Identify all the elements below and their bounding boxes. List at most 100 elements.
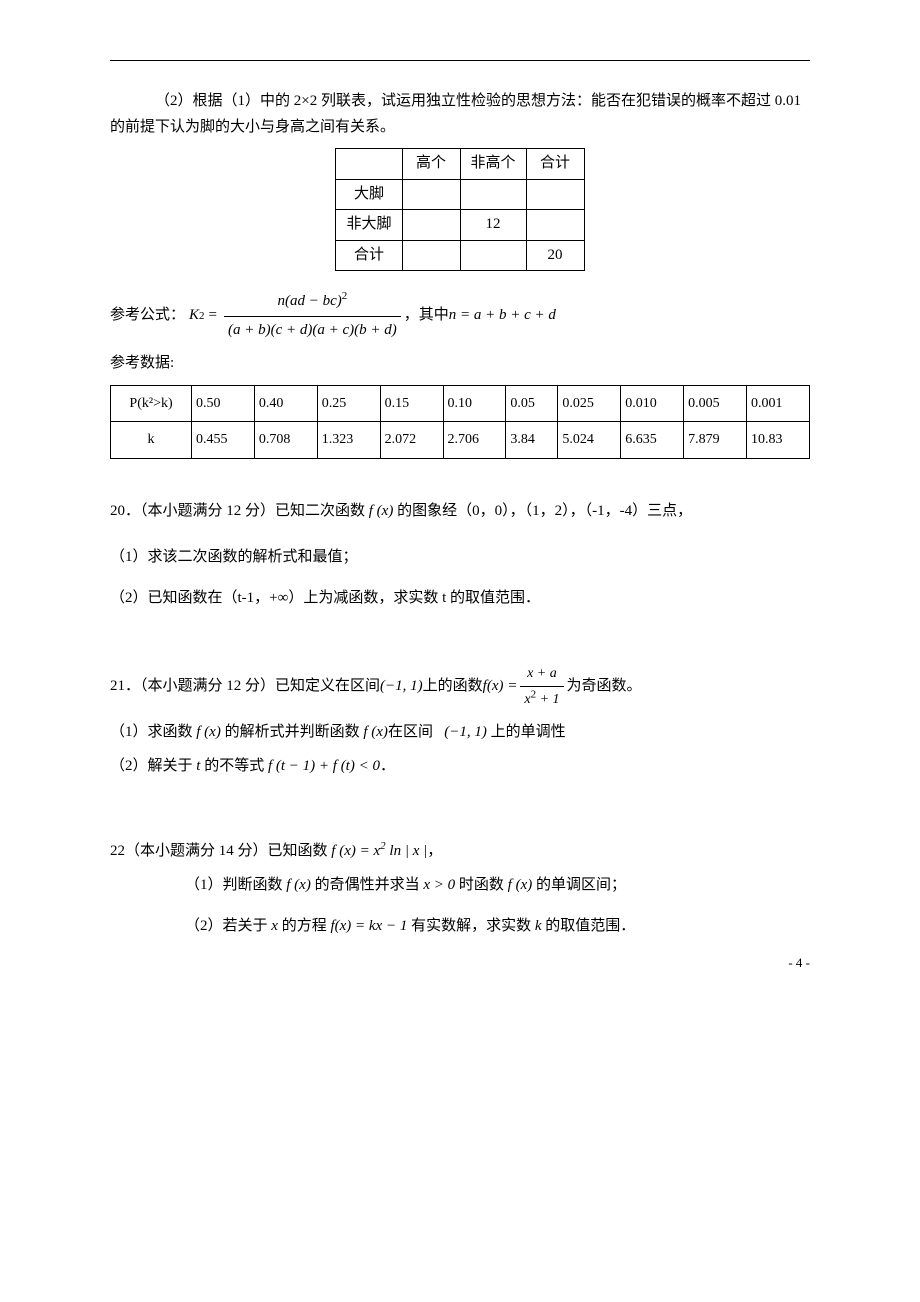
q21-interval: (−1, 1) — [380, 674, 423, 700]
cell: 20 — [526, 240, 584, 271]
cell: 0.25 — [317, 385, 380, 422]
q22-p2-x: x — [271, 918, 278, 934]
q21-p1-mid: 的解析式并判断函数 — [221, 724, 364, 740]
q22-fx-eq: f (x) = x2 ln | x | — [331, 843, 427, 859]
q21-title-post: 为奇函数。 — [567, 674, 642, 700]
q21-frac-num: x + a — [523, 662, 561, 687]
cell: 0.15 — [380, 385, 443, 422]
cell — [402, 179, 460, 210]
q21-fx-def: f(x) = x + a x2 + 1 — [483, 662, 567, 713]
q21-title-mid: 上的函数 — [423, 674, 483, 700]
q22-p2-pre: （2）若关于 — [185, 918, 271, 934]
table-row: k 0.455 0.708 1.323 2.072 2.706 3.84 5.0… — [111, 422, 810, 459]
q20-part2: （2）已知函数在（t-1，+∞）上为减函数，求实数 t 的取值范围． — [110, 586, 810, 612]
cell: 非大脚 — [336, 210, 402, 241]
q22-part1: （1）判断函数 f (x) 的奇偶性并求当 x > 0 时函数 f (x) 的单… — [110, 873, 810, 899]
cell: 12 — [460, 210, 526, 241]
q21-p2-ineq: f (t − 1) + f (t) < 0 — [268, 758, 380, 774]
cell: P(k²>k) — [111, 385, 192, 422]
table-row: P(k²>k) 0.50 0.40 0.25 0.15 0.10 0.05 0.… — [111, 385, 810, 422]
formula-label: 参考公式： — [110, 303, 185, 329]
q21-p2-mid: 的不等式 — [200, 758, 268, 774]
cell: 1.323 — [317, 422, 380, 459]
q20-title-post: 的图象经（0，0），（1，2），（-1，-4）三点， — [393, 503, 692, 519]
q22-block: 22（本小题满分 14 分）已知函数 f (x) = x2 ln | x |， … — [110, 839, 810, 940]
q19-part2-text: （2）根据（1）中的 2×2 列联表，试运用独立性检验的思想方法：能否在犯错误的… — [110, 89, 810, 140]
q22-p2-k: k — [535, 918, 542, 934]
ref-data-label: 参考数据: — [110, 351, 810, 377]
q22-p1-fx2: f (x) — [508, 877, 533, 893]
cell — [526, 179, 584, 210]
q22-p1-fx: f (x) — [286, 877, 311, 893]
q20-part1: （1）求该二次函数的解析式和最值； — [110, 545, 810, 571]
cell: 大脚 — [336, 179, 402, 210]
top-rule — [110, 60, 810, 61]
q20-title-pre: 20．（本小题满分 12 分）已知二次函数 — [110, 503, 369, 519]
cell: 7.879 — [684, 422, 747, 459]
q22-p2-eq: f(x) = kx − 1 — [330, 918, 407, 934]
table-row: 高个 非高个 合计 — [336, 149, 584, 180]
q21-p2-post: ． — [380, 758, 395, 774]
cell: 0.455 — [192, 422, 255, 459]
formula-num-exp: 2 — [342, 290, 348, 302]
cell: 10.83 — [747, 422, 810, 459]
q21-part1: （1）求函数 f (x) 的解析式并判断函数 f (x)在区间 (−1, 1) … — [110, 720, 810, 746]
q21-title: 21．（本小题满分 12 分）已知定义在区间 (−1, 1) 上的函数 f(x)… — [110, 662, 810, 713]
formula-tail-pre: ，其中 — [404, 303, 449, 329]
cell — [460, 179, 526, 210]
q19-contingency-table: 高个 非高个 合计 大脚 非大脚 12 合计 20 — [335, 148, 584, 271]
q21-frac-den-post: + 1 — [536, 692, 559, 707]
cell: 5.024 — [558, 422, 621, 459]
q22-title: 22（本小题满分 14 分）已知函数 f (x) = x2 ln | x |， — [110, 839, 810, 865]
q21-p1-zai: 在区间 — [388, 724, 433, 740]
cell — [336, 149, 402, 180]
k2-formula: K2 = n(ad − bc)2 (a + b)(c + d)(a + c)(b… — [189, 289, 404, 343]
cell: 合计 — [526, 149, 584, 180]
formula-tail-eq: n = a + b + c + d — [449, 303, 556, 329]
cell — [526, 210, 584, 241]
page-number: - 4 - — [788, 952, 810, 974]
cell: 0.05 — [506, 385, 558, 422]
q20-block: 20．（本小题满分 12 分）已知二次函数 f (x) 的图象经（0，0），（1… — [110, 499, 810, 612]
q20-title: 20．（本小题满分 12 分）已知二次函数 f (x) 的图象经（0，0），（1… — [110, 499, 810, 525]
cell: 0.40 — [254, 385, 317, 422]
cell: 高个 — [402, 149, 460, 180]
q22-p2-mid2: 有实数解，求实数 — [407, 918, 535, 934]
cell: 0.025 — [558, 385, 621, 422]
cell: 0.708 — [254, 422, 317, 459]
q22-part2: （2）若关于 x 的方程 f(x) = kx − 1 有实数解，求实数 k 的取… — [110, 914, 810, 940]
q21-p1-fx2: f (x) — [363, 724, 388, 740]
q21-p1-interval: (−1, 1) — [444, 724, 487, 740]
q21-p1-fx: f (x) — [196, 724, 221, 740]
q21-fraction: x + a x2 + 1 — [520, 662, 563, 713]
reference-data-table: P(k²>k) 0.50 0.40 0.25 0.15 0.10 0.05 0.… — [110, 385, 810, 460]
q20-fx: f (x) — [369, 503, 394, 519]
cell: 0.50 — [192, 385, 255, 422]
cell: 0.005 — [684, 385, 747, 422]
q21-p1-post: 上的单调性 — [487, 724, 566, 740]
cell: 0.010 — [621, 385, 684, 422]
q21-fx-eq-pre: f(x) = — [483, 674, 518, 700]
cell: k — [111, 422, 192, 459]
k2-formula-row: 参考公式： K2 = n(ad − bc)2 (a + b)(c + d)(a … — [110, 289, 810, 343]
q22-p1-mid2: 时函数 — [455, 877, 508, 893]
q21-part2: （2）解关于 t 的不等式 f (t − 1) + f (t) < 0． — [110, 754, 810, 780]
cell — [402, 210, 460, 241]
q22-p1-cond: x > 0 — [423, 877, 455, 893]
table-row: 合计 20 — [336, 240, 584, 271]
table-row: 非大脚 12 — [336, 210, 584, 241]
q22-title-pre: 22（本小题满分 14 分）已知函数 — [110, 843, 331, 859]
formula-den: (a + b)(c + d)(a + c)(b + d) — [224, 316, 401, 344]
q22-p1-mid: 的奇偶性并求当 — [311, 877, 424, 893]
q22-p1-post: 的单调区间； — [532, 877, 626, 893]
formula-lhs: K — [189, 303, 199, 329]
q22-p2-mid: 的方程 — [278, 918, 331, 934]
q21-p2-pre: （2）解关于 — [110, 758, 196, 774]
q19-part2-content: （2）根据（1）中的 2×2 列联表，试运用独立性检验的思想方法：能否在犯错误的… — [110, 93, 801, 135]
cell — [460, 240, 526, 271]
cell: 3.84 — [506, 422, 558, 459]
q22-p1-pre: （1）判断函数 — [185, 877, 286, 893]
formula-num: n(ad − bc) — [277, 293, 341, 309]
q19-block: （2）根据（1）中的 2×2 列联表，试运用独立性检验的思想方法：能否在犯错误的… — [110, 89, 810, 459]
cell: 0.001 — [747, 385, 810, 422]
